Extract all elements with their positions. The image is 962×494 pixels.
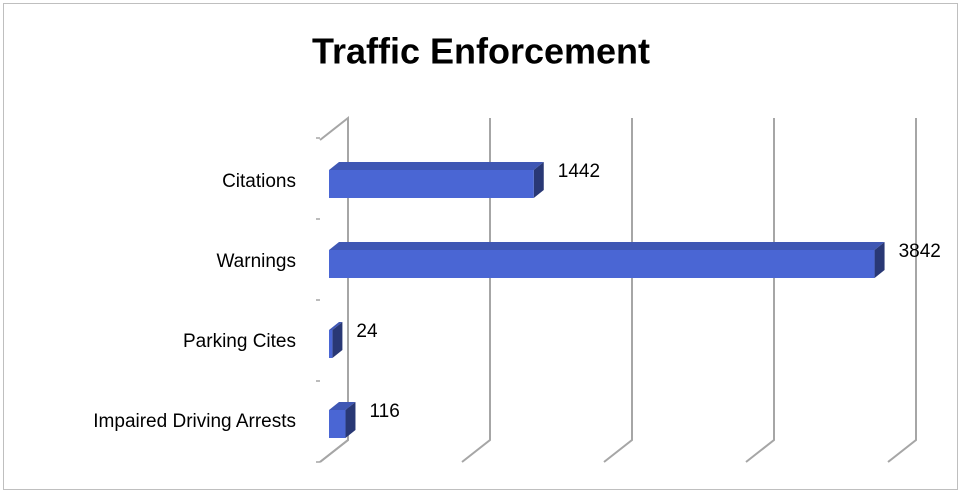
bar-side bbox=[874, 242, 885, 278]
value-label: 24 bbox=[356, 321, 378, 342]
bar bbox=[329, 162, 544, 198]
bar-top bbox=[329, 162, 544, 170]
y-tick-label: Parking Cites bbox=[183, 331, 296, 352]
grid-line bbox=[461, 118, 491, 463]
bar-front bbox=[329, 250, 875, 278]
value-label: 116 bbox=[369, 401, 399, 422]
bar bbox=[329, 242, 885, 278]
chart-title: Traffic Enforcement bbox=[312, 31, 650, 72]
bar-side bbox=[332, 322, 343, 358]
bar bbox=[329, 322, 343, 358]
bar-front bbox=[329, 330, 333, 358]
bar-top bbox=[329, 402, 356, 410]
bar-top bbox=[329, 322, 343, 330]
y-tick-label: Impaired Driving Arrests bbox=[93, 411, 296, 432]
grid-line bbox=[319, 118, 349, 463]
bar-front bbox=[329, 410, 346, 438]
grid-line bbox=[887, 118, 917, 463]
grid-line bbox=[745, 118, 775, 463]
value-label: 1442 bbox=[558, 161, 600, 182]
bar-front bbox=[329, 170, 534, 198]
bar-side bbox=[345, 402, 356, 438]
bar bbox=[329, 402, 356, 438]
bar-side bbox=[533, 162, 544, 198]
value-label: 3842 bbox=[899, 241, 941, 262]
y-tick-label: Citations bbox=[222, 171, 296, 192]
bar-top bbox=[329, 242, 885, 250]
y-tick-label: Warnings bbox=[216, 251, 296, 272]
grid-line bbox=[603, 118, 633, 463]
